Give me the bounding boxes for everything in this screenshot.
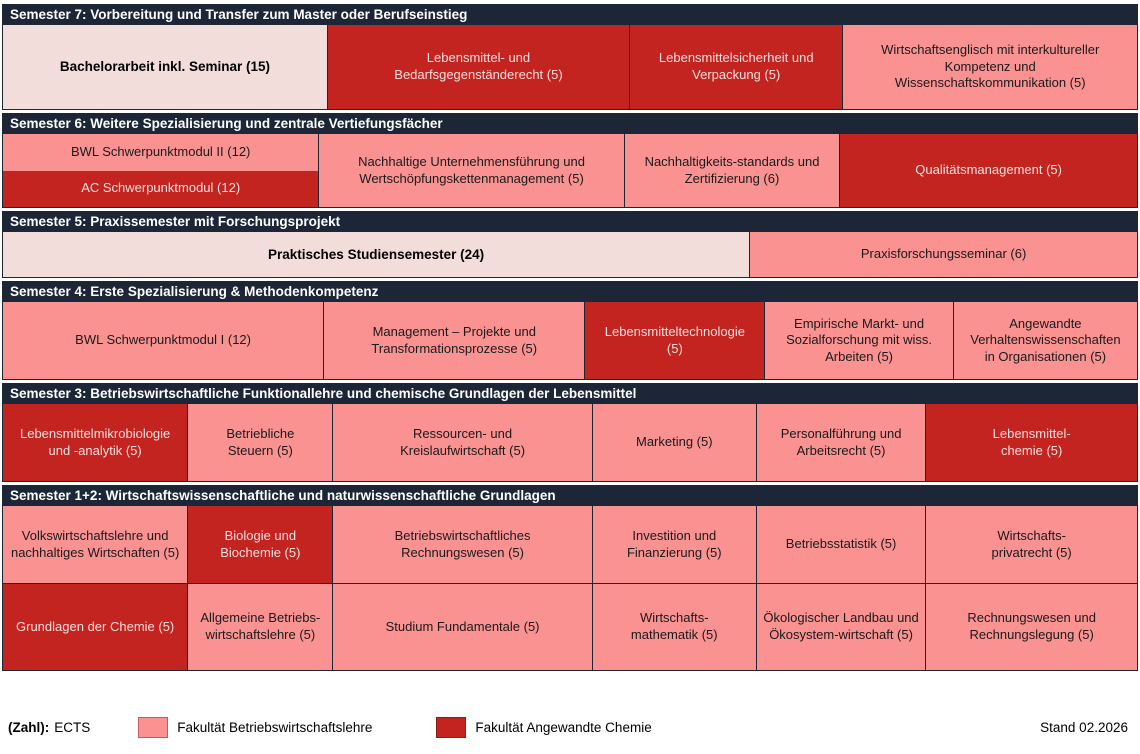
module-cell: Ressourcen- und Kreislaufwirtschaft (5) xyxy=(333,404,593,481)
module-cell: Nachhaltige Unternehmensführung und Wert… xyxy=(319,134,625,207)
bwl-color-swatch xyxy=(138,717,169,738)
semester-header: Semester 7: Vorbereitung und Transfer zu… xyxy=(2,4,1138,25)
semester-section: Semester 3: Betriebswirtschaftliche Funk… xyxy=(2,383,1138,482)
module-cell: Empirische Markt- und Sozialforschung mi… xyxy=(765,302,954,379)
legend-item-bwl: Fakultät Betriebswirtschaftslehre xyxy=(138,717,372,738)
module-cell: Grundlagen der Chemie (5) xyxy=(3,584,189,670)
module-cell: Betriebsstatistik (5) xyxy=(756,506,927,583)
module-cell: Lebensmitteltechnologie (5) xyxy=(585,302,766,379)
module-cell: Betriebswirtschaftliches Rechnungswesen … xyxy=(333,506,593,583)
module-cell: Praxisforschungsseminar (6) xyxy=(750,232,1137,277)
module-cell: Lebensmittel- chemie (5) xyxy=(926,404,1138,481)
module-cell: Nachhaltigkeits-standards und Zertifizie… xyxy=(624,134,841,207)
module-cell: Studium Fundamentale (5) xyxy=(333,584,593,670)
module-cell: Investition und Finanzierung (5) xyxy=(592,506,757,583)
module-row: Grundlagen der Chemie (5) Allgemeine Betr… xyxy=(2,584,1138,671)
semester-section: Semester 5: Praxissemester mit Forschung… xyxy=(2,211,1138,278)
module-cell: Management – Projekte und Transformation… xyxy=(324,302,586,379)
module-cell: Allgemeine Betriebs- wirtschaftslehre (5… xyxy=(188,584,334,670)
semester-section: Semester 4: Erste Spezialisierung & Meth… xyxy=(2,281,1138,380)
legend: (Zahl): ECTS Fakultät Betriebswirtschafts… xyxy=(2,671,1138,738)
curriculum-table: Semester 7: Vorbereitung und Transfer zu… xyxy=(2,4,1138,671)
module-cell: Wirtschafts- privatrecht (5) xyxy=(926,506,1138,583)
semester-section: Semester 6: Weitere Spezialisierung und … xyxy=(2,113,1138,208)
module-row: BWL Schwerpunktmodul I (12) Management – … xyxy=(2,302,1138,380)
module-row: Lebensmittelmikrobiologie und -analytik … xyxy=(2,404,1138,482)
module-cell: Volkswirtschaftslehre und nachhaltiges W… xyxy=(3,506,189,583)
module-cell: Lebensmittel- und Bedarfsgegenständerech… xyxy=(327,25,631,109)
semester-header: Semester 3: Betriebswirtschaftliche Funk… xyxy=(2,383,1138,404)
semester-header: Semester 5: Praxissemester mit Forschung… xyxy=(2,211,1138,232)
module-cell: Qualitätsmanagement (5) xyxy=(840,134,1137,207)
semester-header: Semester 4: Erste Spezialisierung & Meth… xyxy=(2,281,1138,302)
module-cell: BWL Schwerpunktmodul I (12) xyxy=(3,302,325,379)
chemie-color-swatch xyxy=(436,717,467,738)
module-cell: Praktisches Studiensemester (24) xyxy=(3,232,751,277)
module-cell: Lebensmittelsicherheit und Verpackung (5… xyxy=(630,25,844,109)
module-cell: Rechnungswesen und Rechnungslegung (5) xyxy=(926,584,1138,670)
ects-label: ECTS xyxy=(54,720,91,735)
module-row: Praktisches Studiensemester (24) Praxisfo… xyxy=(2,232,1138,278)
module-cell: Biologie und Biochemie (5) xyxy=(188,506,334,583)
semester-header: Semester 6: Weitere Spezialisierung und … xyxy=(2,113,1138,134)
module-cell: BWL Schwerpunktmodul II (12) AC Schwerpun… xyxy=(3,134,320,207)
legend-item-chemie: Fakultät Angewandte Chemie xyxy=(436,717,652,738)
module-cell: Lebensmittelmikrobiologie und -analytik … xyxy=(3,404,189,481)
module-cell: Ökologischer Landbau und Ökosystem-wirts… xyxy=(756,584,927,670)
module-row: Volkswirtschaftslehre und nachhaltiges W… xyxy=(2,506,1138,584)
module-cell: Angewandte Verhaltenswissenschaften in O… xyxy=(953,302,1137,379)
semester-header: Semester 1+2: Wirtschaftswissenschaftlic… xyxy=(2,485,1138,506)
module-cell: Wirtschafts- mathematik (5) xyxy=(592,584,757,670)
module-cell: Personalführung und Arbeitsrecht (5) xyxy=(756,404,927,481)
module-cell: Wirtschaftsenglisch mit interkultureller… xyxy=(843,25,1137,109)
module-cell: Bachelorarbeit inkl. Seminar (15) xyxy=(3,25,328,109)
legend-label-chemie: Fakultät Angewandte Chemie xyxy=(475,720,652,735)
module-cell: BWL Schwerpunktmodul II (12) xyxy=(3,134,319,171)
semester-section: Semester 7: Vorbereitung und Transfer zu… xyxy=(2,4,1138,110)
ects-zahl-label: (Zahl): xyxy=(8,720,50,735)
semester-section: Semester 1+2: Wirtschaftswissenschaftlic… xyxy=(2,485,1138,671)
module-cell: Betriebliche Steuern (5) xyxy=(188,404,334,481)
legend-label-bwl: Fakultät Betriebswirtschaftslehre xyxy=(177,720,373,735)
module-row: Bachelorarbeit inkl. Seminar (15) Lebensm… xyxy=(2,25,1138,110)
version-date: Stand 02.2026 xyxy=(1040,720,1128,735)
module-cell: AC Schwerpunktmodul (12) xyxy=(3,170,319,207)
module-cell: Marketing (5) xyxy=(592,404,757,481)
ects-note: (Zahl): ECTS xyxy=(8,720,90,735)
module-row: BWL Schwerpunktmodul II (12) AC Schwerpun… xyxy=(2,134,1138,208)
